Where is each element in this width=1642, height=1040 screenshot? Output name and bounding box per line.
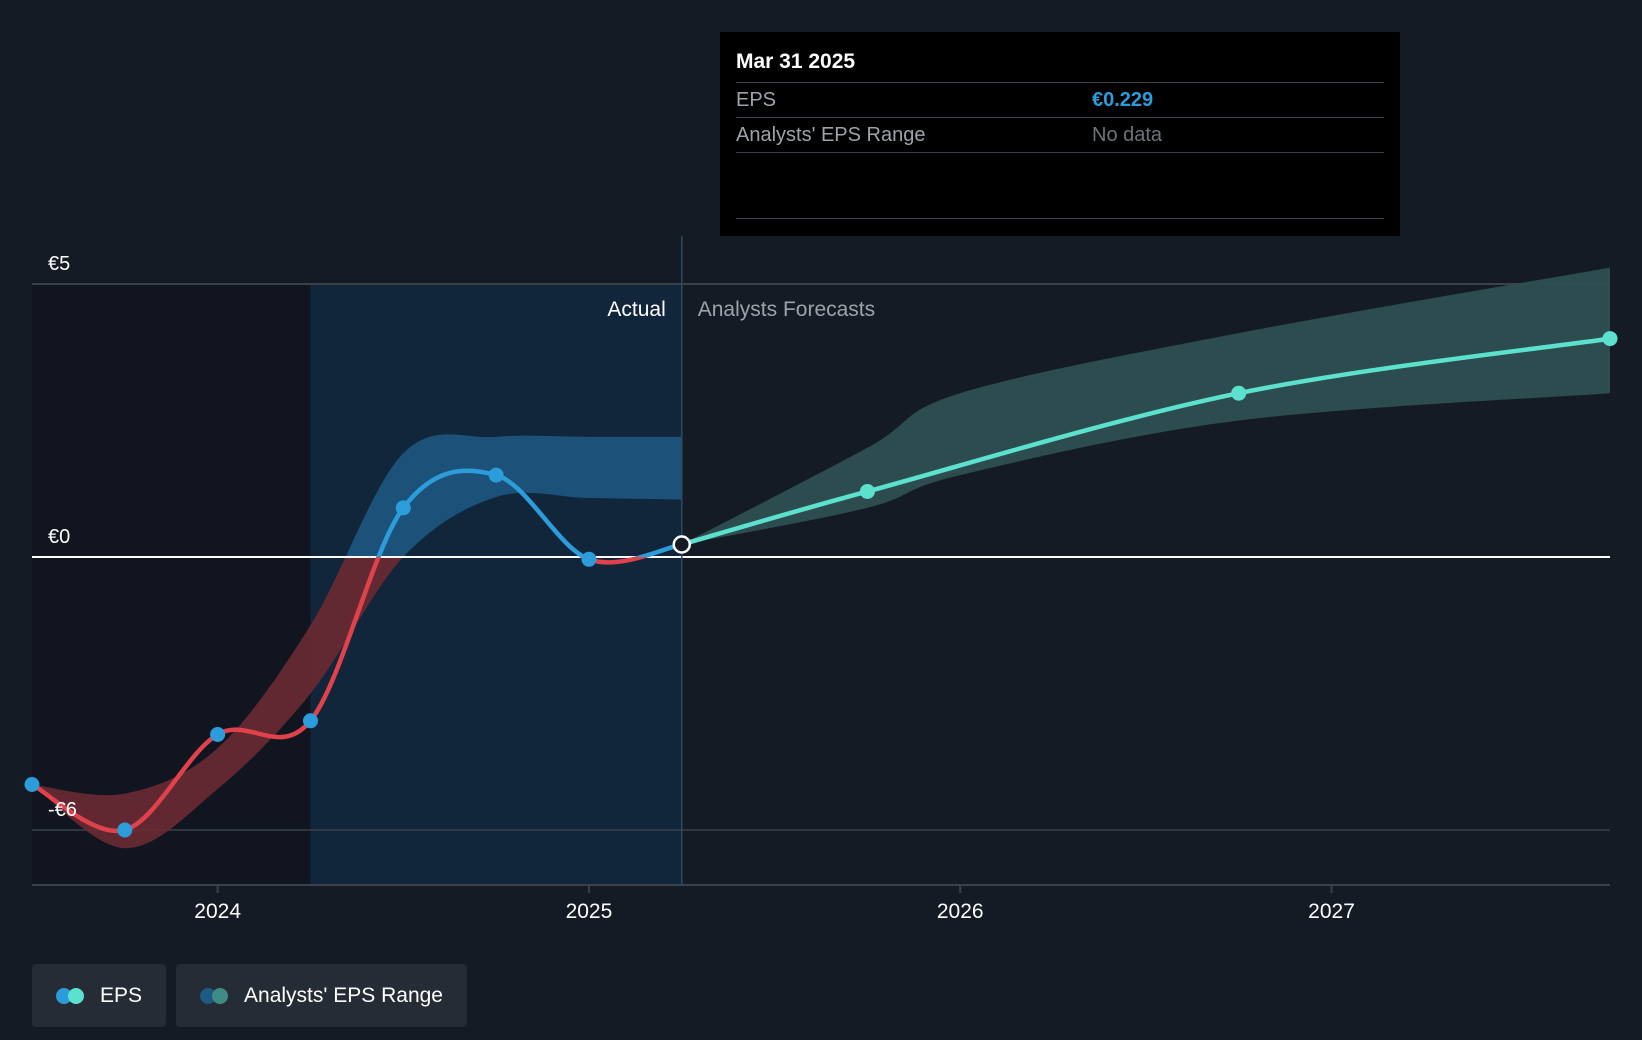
eps-forecast-point	[1602, 331, 1618, 347]
eps-forecast-line	[681, 336, 1611, 547]
eps-line-negative	[30, 557, 650, 834]
legend-eps-dot-forecast	[68, 987, 84, 1004]
legend-item-range[interactable]: Analysts' EPS Range	[176, 964, 467, 1027]
y-tick-label: €0	[48, 526, 70, 548]
y-tick-label: -€6	[48, 799, 77, 821]
legend-item-eps[interactable]: EPS	[32, 964, 167, 1027]
tooltip-row-eps: EPS €0.229	[736, 83, 1384, 118]
tooltip-eps-value: €0.229	[1092, 89, 1154, 111]
legend-eps-swatch-icon	[56, 987, 88, 1004]
range-band-actual-negative	[32, 557, 404, 849]
eps-point	[395, 500, 411, 516]
hover-tooltip: Mar 31 2025 EPS €0.229 Analysts' EPS Ran…	[720, 32, 1400, 236]
eps-forecast-point	[1231, 385, 1247, 401]
tooltip-date: Mar 31 2025	[736, 46, 1384, 83]
eps-point	[302, 713, 318, 729]
eps-point-selected	[672, 535, 692, 554]
legend-range-label: Analysts' EPS Range	[244, 983, 443, 1007]
eps-point	[117, 822, 133, 838]
range-band-actual-positive	[345, 434, 682, 557]
range-band-forecast	[681, 267, 1610, 545]
y-tick-label: €5	[48, 253, 70, 275]
eps-point	[24, 777, 40, 792]
actual-label: Actual	[607, 298, 665, 321]
legend-range-dot-forecast	[212, 987, 229, 1004]
eps-point	[581, 551, 597, 567]
eps-point	[210, 726, 226, 742]
x-tick-label: 2025	[566, 900, 613, 923]
eps-point	[488, 467, 504, 483]
x-tick-label: 2024	[194, 900, 241, 923]
tooltip-range-label: Analysts' EPS Range	[736, 124, 926, 146]
tooltip-range-value: No data	[1092, 124, 1163, 146]
legend: EPS Analysts' EPS Range	[32, 964, 467, 1027]
tooltip-row-range: Analysts' EPS Range No data	[736, 118, 1384, 153]
x-tick-label: 2027	[1308, 900, 1355, 923]
forecast-label: Analysts Forecasts	[698, 298, 875, 321]
legend-eps-label: EPS	[100, 983, 143, 1007]
tooltip-divider	[736, 218, 1384, 219]
x-tick-label: 2026	[937, 900, 984, 923]
tooltip-eps-label: EPS	[736, 89, 777, 111]
eps-line-positive	[376, 468, 683, 557]
eps-forecast-point	[859, 483, 875, 499]
legend-range-swatch-icon	[200, 987, 232, 1004]
